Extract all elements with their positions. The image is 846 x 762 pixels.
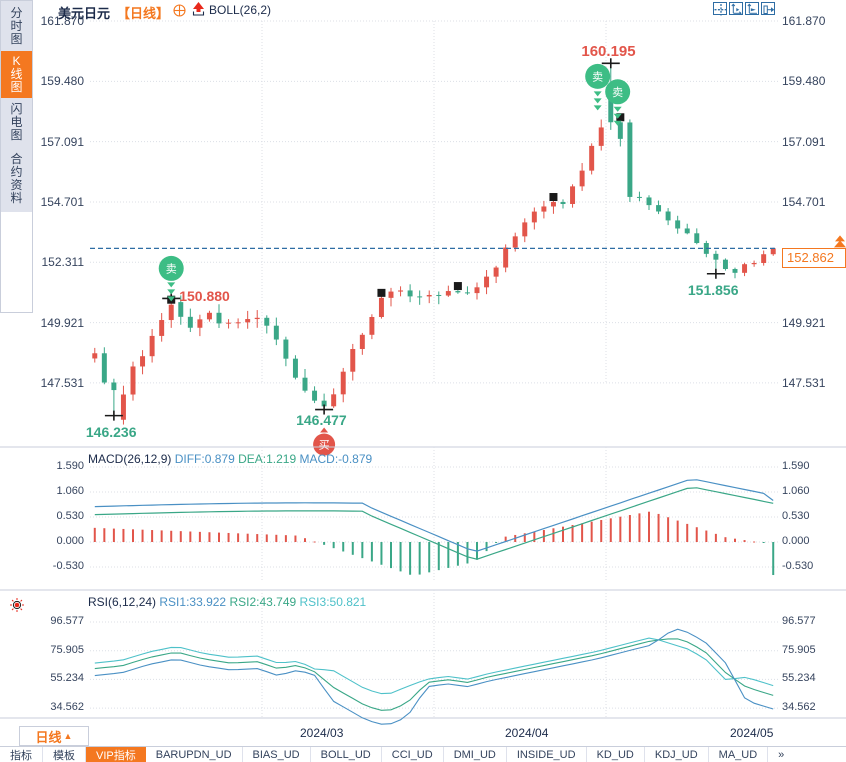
svg-text:卖: 卖 [166, 262, 177, 275]
svg-text:卖: 卖 [612, 86, 623, 99]
svg-text:卖: 卖 [592, 70, 603, 83]
